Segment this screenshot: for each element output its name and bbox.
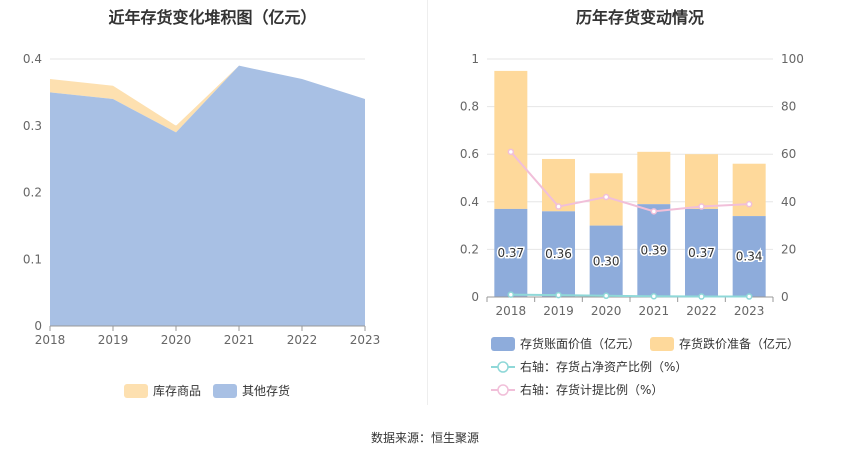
bar-存货跌价准备 (732, 163, 766, 217)
y-right-tick-label: 0 (781, 290, 789, 304)
y-tick-label: 0.4 (23, 52, 42, 66)
x-tick-label: 2020 (591, 304, 622, 318)
legend-swatch (650, 337, 674, 351)
x-tick-label: 2018 (35, 333, 66, 347)
y-left-tick-label: 0.2 (460, 242, 479, 256)
line-存货占净资产比例 (510, 293, 750, 298)
x-tick-label: 2023 (350, 333, 381, 347)
y-left-tick-label: 0.8 (460, 100, 479, 114)
line-point (698, 293, 705, 300)
legend-swatch (491, 337, 515, 351)
y-tick-label: 0 (34, 319, 42, 333)
line-point (745, 293, 753, 300)
bar-存货账面价值 (685, 208, 718, 297)
legend-label: 存货跌价准备（亿元） (679, 336, 799, 351)
data-source-note: 数据来源：恒生聚源 (370, 431, 479, 445)
legend-label: 存货账面价值（亿元） (520, 336, 640, 351)
bar-data-label: 0.36 (545, 247, 572, 261)
y-left-tick-label: 0.6 (460, 147, 479, 161)
bar-存货跌价准备 (494, 70, 528, 209)
y-tick-label: 0.1 (23, 252, 42, 266)
bar-存货跌价准备 (685, 154, 718, 209)
y-right-tick-label: 40 (781, 195, 796, 209)
y-tick-label: 0.3 (23, 119, 42, 133)
bar-data-label: 0.30 (593, 254, 620, 268)
line-point (650, 293, 658, 300)
bar-data-label: 0.37 (688, 246, 715, 260)
legend-marker (497, 384, 509, 396)
legend-label: 右轴：存货占净资产比例（%） (520, 359, 687, 374)
y-left-tick-label: 0 (471, 290, 479, 304)
right-chart-title: 历年存货变动情况 (575, 8, 704, 27)
bar-存货跌价准备 (542, 158, 575, 212)
bar-存货跌价准备 (637, 151, 671, 205)
y-right-tick-label: 20 (781, 242, 796, 256)
x-tick-label: 2020 (161, 333, 192, 347)
x-tick-label: 2019 (543, 304, 574, 318)
legend-label: 库存商品 (153, 383, 201, 398)
line-point (602, 193, 610, 201)
x-tick-label: 2021 (639, 304, 670, 318)
bar-存货账面价值 (494, 208, 528, 297)
legend-marker (497, 361, 509, 373)
bar-存货账面价值 (637, 204, 671, 297)
x-tick-label: 2021 (224, 333, 255, 347)
x-tick-label: 2022 (686, 304, 717, 318)
line-point (602, 292, 610, 300)
y-tick-label: 0.2 (23, 186, 42, 200)
legend-label: 右轴：存货计提比例（%） (520, 382, 663, 397)
x-tick-label: 2023 (734, 304, 765, 318)
bar-存货账面价值 (542, 211, 575, 297)
x-tick-label: 2019 (98, 333, 129, 347)
y-left-tick-label: 1 (471, 52, 479, 66)
line-point (507, 291, 515, 298)
area-series-其他存货 (50, 65, 365, 327)
panel-divider (427, 0, 428, 405)
legend-swatch (124, 384, 148, 398)
line-point (650, 208, 658, 215)
x-tick-label: 2022 (287, 333, 318, 347)
bar-data-label: 0.39 (640, 244, 667, 258)
y-right-tick-label: 80 (781, 100, 796, 114)
y-left-tick-label: 0.4 (460, 195, 479, 209)
x-tick-label: 2018 (496, 304, 527, 318)
line-point (555, 203, 562, 210)
line-存货计提比例 (510, 151, 750, 213)
bar-data-label: 0.37 (497, 246, 524, 260)
legend-label: 其他存货 (242, 383, 290, 398)
line-point (507, 148, 515, 156)
line-point (745, 200, 753, 208)
line-point (698, 203, 705, 210)
y-right-tick-label: 100 (781, 52, 804, 66)
legend-swatch (213, 384, 237, 398)
bar-data-label: 0.34 (736, 250, 763, 264)
bar-存货账面价值 (732, 216, 766, 297)
left-chart-title: 近年存货变化堆积图（亿元） (108, 8, 317, 27)
bar-存货账面价值 (589, 225, 623, 297)
y-right-tick-label: 60 (781, 147, 796, 161)
line-point (555, 291, 562, 299)
